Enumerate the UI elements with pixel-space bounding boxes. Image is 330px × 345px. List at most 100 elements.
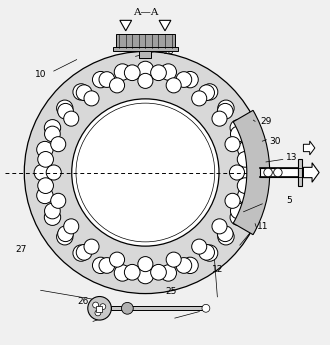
- Circle shape: [58, 226, 73, 242]
- Circle shape: [217, 104, 233, 119]
- Polygon shape: [303, 163, 319, 182]
- Circle shape: [201, 245, 218, 261]
- Circle shape: [73, 84, 89, 100]
- Circle shape: [230, 203, 246, 219]
- Circle shape: [230, 209, 247, 225]
- Circle shape: [64, 219, 79, 234]
- Circle shape: [76, 85, 92, 100]
- Circle shape: [160, 64, 177, 80]
- Circle shape: [151, 264, 166, 280]
- Circle shape: [202, 304, 210, 312]
- Circle shape: [93, 302, 99, 308]
- Text: 13: 13: [286, 153, 298, 162]
- Circle shape: [124, 264, 140, 280]
- Circle shape: [45, 126, 60, 142]
- Text: 5: 5: [286, 196, 292, 205]
- Circle shape: [240, 164, 257, 181]
- Bar: [260, 168, 298, 177]
- Circle shape: [192, 91, 207, 106]
- Circle shape: [264, 168, 272, 177]
- Circle shape: [114, 64, 131, 80]
- Circle shape: [166, 252, 181, 267]
- Circle shape: [73, 245, 89, 261]
- Text: 31: 31: [245, 209, 257, 218]
- Circle shape: [192, 239, 207, 254]
- Circle shape: [230, 120, 247, 136]
- Circle shape: [182, 71, 198, 88]
- Circle shape: [225, 137, 240, 152]
- Text: 26: 26: [78, 297, 89, 306]
- Bar: [298, 159, 302, 186]
- Circle shape: [137, 267, 153, 284]
- Circle shape: [237, 151, 253, 167]
- Circle shape: [110, 252, 125, 267]
- Circle shape: [45, 203, 60, 219]
- Text: 29: 29: [260, 117, 271, 126]
- Circle shape: [84, 239, 99, 254]
- Circle shape: [92, 257, 109, 274]
- Polygon shape: [159, 20, 171, 31]
- Circle shape: [182, 257, 198, 274]
- Text: 12: 12: [212, 265, 223, 274]
- Circle shape: [24, 51, 266, 294]
- Circle shape: [176, 258, 192, 273]
- Circle shape: [218, 229, 234, 245]
- Wedge shape: [233, 110, 270, 235]
- Circle shape: [138, 73, 153, 88]
- Text: A—A: A—A: [133, 8, 158, 17]
- Bar: [140, 47, 151, 58]
- Circle shape: [72, 99, 219, 246]
- Circle shape: [57, 229, 73, 245]
- Text: 10: 10: [35, 70, 47, 79]
- Circle shape: [218, 100, 234, 116]
- Circle shape: [121, 303, 133, 314]
- Circle shape: [238, 187, 254, 204]
- Circle shape: [229, 165, 245, 180]
- Polygon shape: [120, 20, 132, 31]
- Circle shape: [176, 72, 192, 87]
- Circle shape: [160, 265, 177, 281]
- Circle shape: [34, 164, 50, 181]
- Circle shape: [37, 141, 53, 158]
- Circle shape: [114, 265, 131, 281]
- Circle shape: [88, 296, 111, 320]
- Circle shape: [166, 78, 181, 93]
- Bar: [96, 306, 102, 312]
- Circle shape: [51, 193, 66, 208]
- Circle shape: [99, 72, 115, 87]
- Circle shape: [201, 84, 218, 100]
- Circle shape: [100, 304, 106, 309]
- Circle shape: [58, 104, 73, 119]
- Text: 27: 27: [15, 245, 27, 254]
- Circle shape: [99, 258, 115, 273]
- Text: 11: 11: [257, 222, 268, 231]
- Bar: [116, 34, 175, 48]
- Circle shape: [44, 209, 61, 225]
- Circle shape: [110, 78, 125, 93]
- Circle shape: [44, 120, 61, 136]
- Circle shape: [151, 65, 166, 81]
- Circle shape: [230, 126, 246, 142]
- Text: 25: 25: [166, 287, 177, 296]
- Circle shape: [38, 178, 53, 194]
- Circle shape: [46, 165, 61, 180]
- Text: 18: 18: [162, 47, 174, 56]
- Circle shape: [212, 111, 227, 126]
- Circle shape: [84, 91, 99, 106]
- Polygon shape: [303, 141, 315, 155]
- Circle shape: [217, 226, 233, 242]
- Circle shape: [199, 85, 214, 100]
- Circle shape: [274, 168, 282, 177]
- Circle shape: [76, 245, 92, 260]
- Circle shape: [95, 310, 101, 316]
- Circle shape: [57, 100, 73, 116]
- Circle shape: [51, 137, 66, 152]
- Circle shape: [38, 151, 53, 167]
- Text: 30: 30: [270, 137, 281, 146]
- Circle shape: [92, 71, 109, 88]
- Circle shape: [37, 187, 53, 204]
- Bar: [111, 306, 206, 310]
- Bar: [113, 47, 178, 51]
- Circle shape: [238, 141, 254, 158]
- Circle shape: [138, 257, 153, 272]
